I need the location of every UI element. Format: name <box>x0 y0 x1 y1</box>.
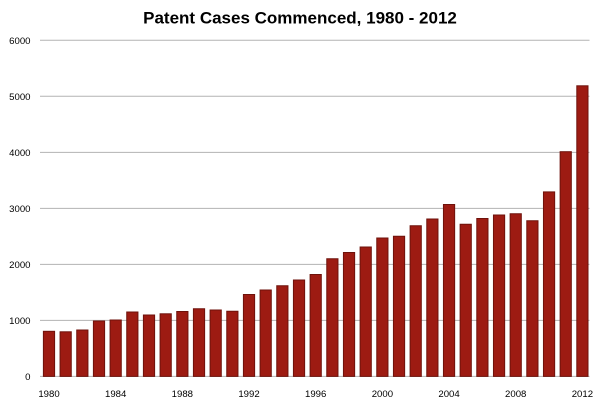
svg-text:2012: 2012 <box>572 389 593 400</box>
svg-text:2000: 2000 <box>9 260 30 271</box>
svg-text:2000: 2000 <box>372 389 393 400</box>
svg-text:5000: 5000 <box>9 92 30 103</box>
svg-text:3000: 3000 <box>9 204 30 215</box>
svg-text:1000: 1000 <box>9 316 30 327</box>
svg-text:1984: 1984 <box>105 389 127 400</box>
svg-text:1992: 1992 <box>238 389 259 400</box>
svg-text:1980: 1980 <box>38 389 59 400</box>
svg-text:1996: 1996 <box>305 389 326 400</box>
svg-text:2008: 2008 <box>505 389 526 400</box>
svg-text:0: 0 <box>25 372 30 383</box>
svg-text:2004: 2004 <box>438 389 460 400</box>
svg-text:1988: 1988 <box>172 389 193 400</box>
svg-text:Patent Cases Commenced, 1980 -: Patent Cases Commenced, 1980 - 2012 <box>143 9 457 28</box>
svg-text:6000: 6000 <box>9 36 30 47</box>
svg-text:4000: 4000 <box>9 148 30 159</box>
